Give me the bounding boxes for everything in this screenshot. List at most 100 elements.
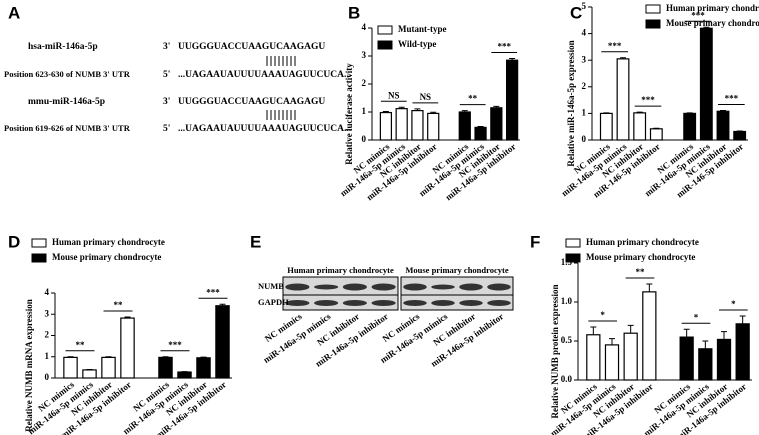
significance-label: *** — [641, 95, 655, 105]
blot-band — [285, 283, 310, 291]
bar — [215, 305, 230, 379]
error-bar — [590, 326, 597, 335]
blot-band — [342, 283, 367, 291]
blot-band — [314, 284, 339, 290]
y-tick-label: 3 — [45, 308, 50, 318]
bar — [716, 110, 730, 141]
error-bar — [736, 130, 743, 132]
bar — [458, 111, 471, 141]
bar — [379, 111, 393, 141]
legend-swatch — [31, 238, 47, 248]
y-tick-label: 4 — [45, 287, 50, 297]
blot-band — [431, 300, 455, 306]
y-axis-label: Relative NUMB protein expression — [550, 285, 560, 419]
y-axis-label: Relative miR-146a-5p expression — [566, 40, 576, 166]
y-tick-label: 3 — [362, 50, 367, 60]
blot-band — [431, 284, 455, 290]
bar — [490, 107, 503, 141]
bar — [196, 357, 211, 379]
error-bar — [105, 356, 112, 358]
bar — [699, 27, 713, 141]
error-bar — [720, 109, 726, 112]
blot-band — [371, 300, 396, 306]
significance-label: *** — [608, 41, 622, 51]
error-bar — [67, 356, 74, 358]
blot-band — [459, 300, 483, 306]
legend-swatch — [565, 238, 581, 248]
bar — [586, 334, 601, 381]
blot-band — [342, 300, 367, 306]
bar — [395, 108, 408, 141]
y-tick-label: 3 — [582, 54, 587, 64]
legend-swatch — [377, 25, 393, 35]
blot-band — [403, 300, 427, 306]
mirna-sequence: UUGGGUACCUAAGUCAAGAGU — [178, 97, 325, 107]
blot-band — [314, 300, 339, 306]
bar — [633, 112, 647, 141]
bar — [604, 344, 620, 381]
bar — [411, 109, 424, 141]
error-bar — [627, 324, 634, 334]
error-bar — [721, 331, 727, 340]
y-tick-label: 5 — [582, 1, 587, 11]
legend-label: Mutant-type — [398, 24, 447, 34]
error-bar — [646, 283, 653, 292]
end-label: 5' — [163, 70, 170, 80]
bar — [679, 336, 694, 381]
panel-letter: E — [250, 232, 261, 251]
error-bar — [509, 58, 516, 61]
protein-label: GAPDH — [258, 297, 289, 307]
bar — [474, 126, 487, 141]
legend-label: Human primary chondrocyte — [586, 237, 699, 247]
y-tick-label: 2 — [45, 330, 50, 340]
error-bar — [702, 340, 709, 349]
mirna-sequence: UUGGGUACCUAAGUCAAGAGU — [178, 42, 325, 52]
blot-band — [403, 283, 427, 291]
bar — [649, 128, 663, 141]
significance-label: *** — [206, 287, 220, 297]
y-tick-label: 0 — [582, 134, 587, 144]
significance-label: * — [694, 312, 699, 322]
significance-label: ** — [636, 267, 646, 277]
y-tick-label: 1 — [45, 351, 50, 361]
y-tick-label: 1 — [362, 106, 367, 116]
error-bar — [683, 328, 690, 338]
y-tick-label: 0 — [45, 372, 50, 382]
significance-label: *** — [497, 42, 511, 52]
significance-label: *** — [725, 94, 739, 104]
y-tick-label: 1.0 — [561, 296, 573, 306]
bar — [735, 323, 750, 381]
legend-label: Mouse primary chondrocyte — [52, 252, 161, 262]
position-label: Position 623-630 of NUMB 3' UTR — [4, 69, 131, 79]
error-bar — [477, 126, 484, 128]
bar — [616, 58, 630, 141]
pairing-lines — [266, 110, 296, 120]
y-tick-label: 2 — [582, 81, 587, 91]
bar — [642, 291, 657, 381]
bar — [158, 356, 173, 379]
error-bar — [609, 338, 615, 345]
bar — [733, 130, 747, 141]
mirna-name: hsa-miR-146a-5p — [28, 42, 98, 52]
error-bar — [686, 112, 693, 114]
y-tick-label: 0 — [362, 134, 367, 144]
significance-label: * — [600, 310, 605, 320]
panel-letter: F — [530, 232, 540, 251]
legend-label: Wild-type — [398, 39, 436, 49]
error-bar — [162, 356, 169, 358]
significance-label: *** — [691, 10, 705, 20]
error-bar — [124, 316, 131, 319]
blot-band — [285, 300, 310, 306]
error-bar — [603, 112, 610, 114]
bar — [505, 59, 519, 141]
blot-band — [487, 283, 511, 291]
y-tick-label: 4 — [582, 28, 587, 38]
y-axis-label: Relative NUMB mRNA expression — [24, 299, 34, 432]
blot-band — [487, 300, 511, 306]
bar — [716, 338, 732, 381]
bar — [82, 369, 97, 379]
error-bar — [461, 110, 468, 112]
y-tick-label: 1 — [582, 107, 587, 117]
legend-swatch — [645, 19, 661, 29]
